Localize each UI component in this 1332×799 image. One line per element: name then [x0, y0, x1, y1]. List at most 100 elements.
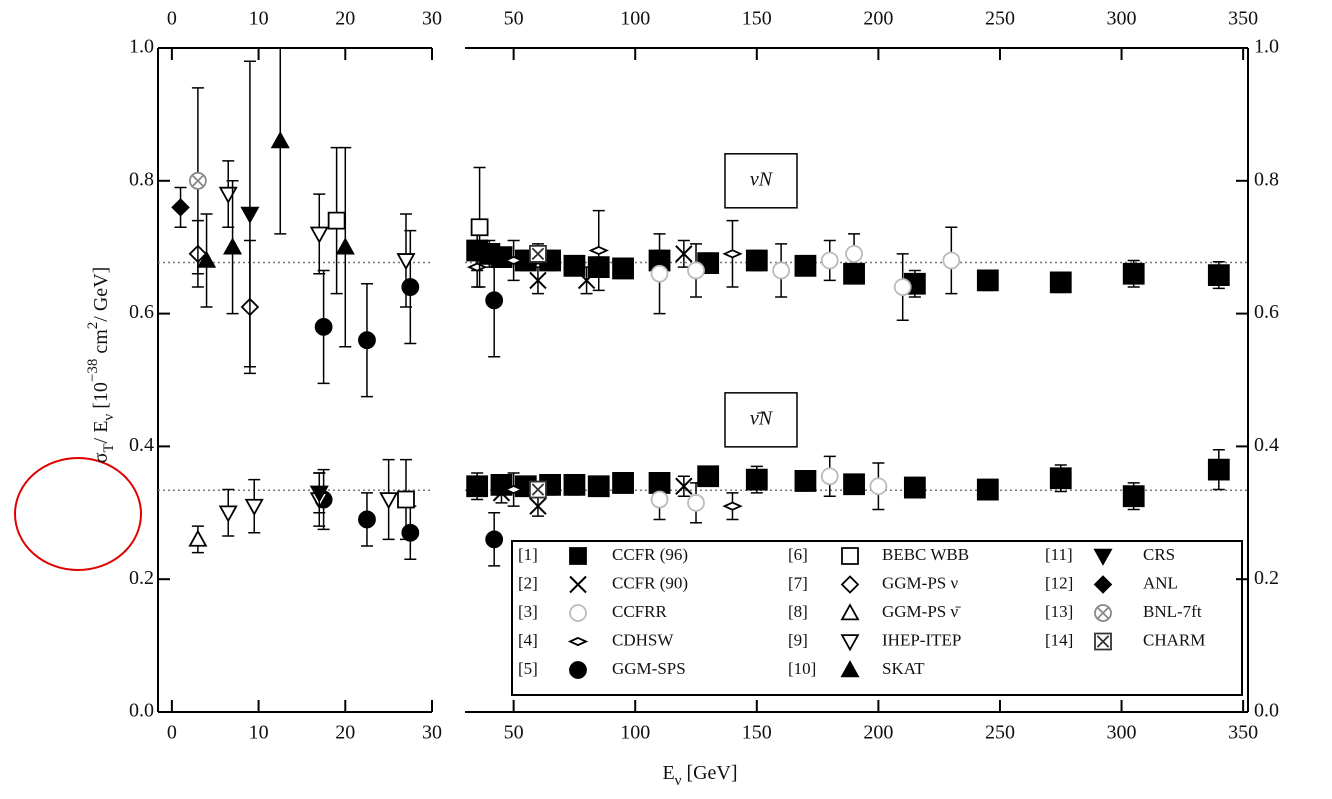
x-tick-label: 150 [742, 8, 772, 30]
data-point [529, 497, 547, 515]
data-point [485, 530, 504, 549]
data-point [722, 501, 743, 511]
data-point [529, 271, 547, 290]
legend-ref: [5] [518, 659, 538, 678]
data-point [1049, 271, 1072, 294]
legend-marker [567, 636, 589, 647]
y-tick-label: 0.4 [1254, 434, 1279, 456]
legend-ref: [8] [788, 602, 808, 621]
legend-marker [841, 547, 859, 565]
x-tick-label: 50 [504, 8, 524, 30]
x-tick-label: 300 [1107, 722, 1137, 744]
data-point [485, 291, 504, 310]
data-point [1049, 467, 1072, 490]
label-part: T [101, 443, 117, 452]
legend-label: GGM-SPS [612, 659, 686, 678]
legend-ref: [4] [518, 630, 538, 649]
legend-marker [569, 604, 587, 622]
legend-label: BEBC WBB [882, 545, 969, 564]
legend-label: CHARM [1143, 630, 1205, 649]
legend-label: GGM-PS ν̄ [882, 602, 961, 621]
x-tick-label: 30 [422, 722, 442, 744]
data-point [893, 278, 912, 296]
y-tick-label: 0.8 [129, 168, 154, 190]
data-point [379, 492, 399, 510]
label-part: [10 [90, 382, 112, 414]
label-part: E [662, 762, 674, 784]
data-point [309, 485, 329, 503]
data-point [772, 261, 791, 280]
legend-marker [1094, 632, 1112, 651]
data-point [687, 261, 705, 280]
x-tick-label: 300 [1107, 8, 1137, 30]
data-point [587, 475, 610, 498]
data-point [358, 510, 376, 529]
x-tick-label: 10 [249, 722, 269, 744]
legend-marker [569, 547, 587, 565]
data-point [675, 477, 693, 495]
data-point [397, 490, 415, 509]
data-point [650, 490, 669, 509]
data-point [466, 262, 488, 272]
x-tick-label: 250 [985, 722, 1015, 744]
annotation: ν̄N [750, 407, 774, 429]
legend-box [511, 540, 1243, 696]
data-point [503, 255, 524, 266]
legend-label: SKAT [882, 659, 925, 678]
data-point [240, 206, 260, 224]
data-point [309, 226, 329, 244]
data-point [358, 331, 376, 349]
data-point [843, 473, 865, 496]
data-point [577, 271, 596, 290]
data-point [976, 478, 999, 501]
y-tick-label: 0.6 [129, 301, 154, 323]
data-point [612, 257, 634, 280]
data-point [563, 254, 586, 277]
legend-ref: [6] [788, 545, 808, 564]
legend-label: ANL [1143, 573, 1178, 592]
data-point [327, 211, 346, 230]
legend-ref: [7] [788, 573, 808, 592]
data-point [650, 264, 669, 283]
label-part: ν [101, 414, 117, 421]
data-point [503, 484, 524, 495]
annotation-box [724, 153, 798, 209]
legend-label: BNL-7ft [1143, 602, 1202, 621]
x-tick-label: 250 [985, 8, 1015, 30]
data-point [869, 477, 888, 496]
data-point [745, 249, 768, 272]
legend-label: CCFRR [612, 602, 667, 621]
data-point [1122, 485, 1145, 508]
legend-ref: [1] [518, 545, 538, 564]
y-tick-label: 0.0 [129, 700, 154, 722]
x-tick-label: 350 [1228, 8, 1258, 30]
highlight-circle [14, 457, 142, 571]
data-point [270, 131, 290, 149]
legend-marker [569, 661, 587, 679]
y-axis-label: σT/ Eν [10−38 cm2/ GeV] [85, 267, 117, 464]
label-part: −38 [85, 359, 101, 382]
x-tick-label: 200 [863, 8, 893, 30]
legend-label: IHEP-ITEP [882, 630, 961, 649]
data-point [314, 318, 333, 336]
data-point [529, 244, 547, 263]
data-point [218, 505, 238, 523]
data-point [903, 476, 926, 499]
legend-label: CDHSW [612, 630, 674, 649]
legend-marker [840, 603, 860, 621]
legend-ref: [10] [788, 659, 816, 678]
x-axis-label: Eν [GeV] [662, 762, 737, 790]
legend-marker [1094, 604, 1112, 622]
data-point [490, 246, 513, 269]
legend-ref: [13] [1045, 602, 1073, 621]
data-point [335, 237, 355, 255]
annotation-box [724, 392, 798, 448]
label-part: ν [675, 773, 682, 789]
data-point [563, 474, 586, 496]
x-tick-label: 100 [620, 722, 650, 744]
data-point [722, 249, 743, 259]
data-point [396, 253, 416, 271]
data-point [687, 494, 705, 512]
x-tick-label: 20 [335, 8, 355, 30]
legend-label: CCFR (96) [612, 545, 688, 564]
